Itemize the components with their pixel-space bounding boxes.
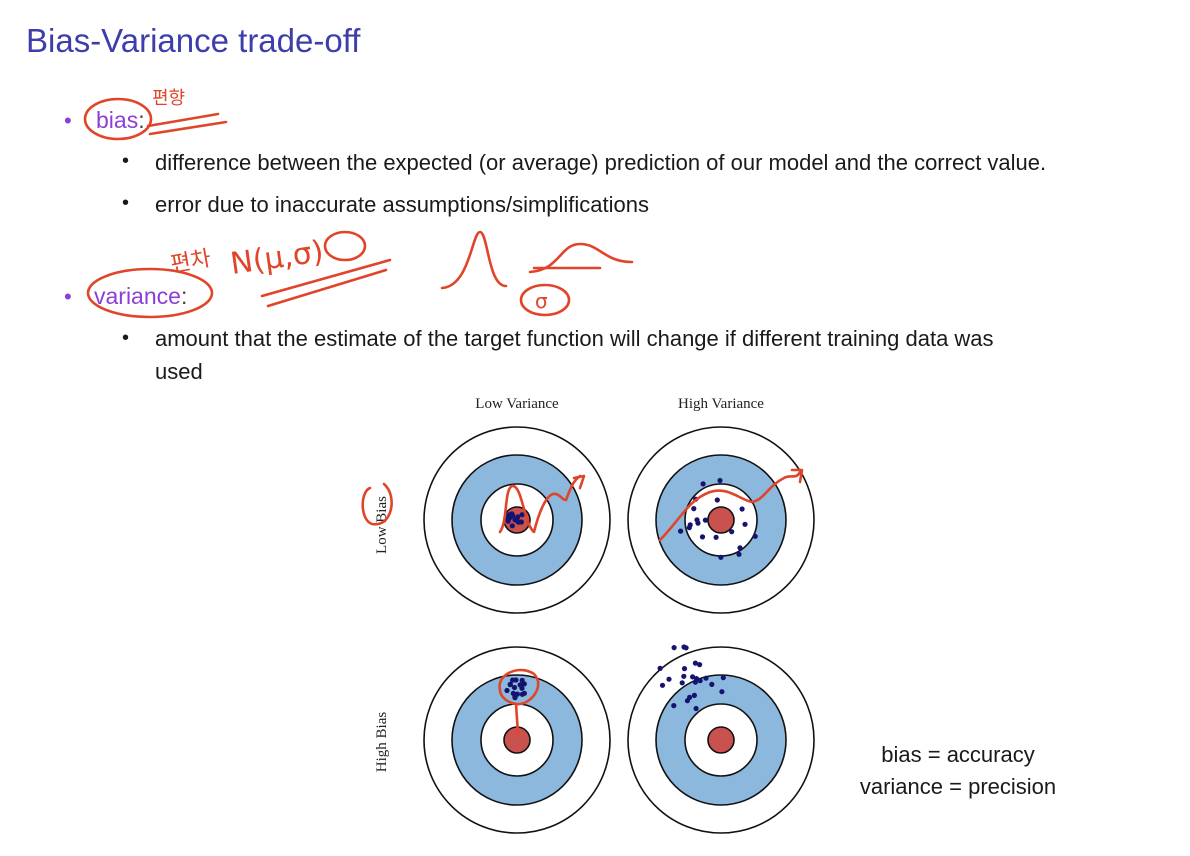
ink-circle-variance [86,267,214,319]
dot [691,692,698,699]
ink-wide-bell [528,242,634,274]
dot [739,506,745,512]
dot [515,514,521,520]
dot [697,662,703,668]
dot [736,551,742,557]
target-grid [423,426,815,834]
dot [517,682,523,688]
bullseye-center [707,726,735,754]
dot [700,481,706,487]
dot [693,705,699,712]
dot [671,703,677,709]
target-high-bias-high-variance [627,646,815,834]
dot [720,675,726,681]
ink-sigma: σ [535,289,548,313]
dot [678,528,684,534]
dot [737,545,743,551]
dot [505,518,511,524]
dot [742,521,748,527]
col-label-low-variance: Low Variance [475,396,559,412]
dot [683,645,689,651]
dot [692,660,699,666]
dot [519,691,525,697]
ink-circle-high-bias [498,668,540,736]
ink-note-variance: 편차 [169,246,213,278]
dot [691,506,697,512]
row-label-low-bias: Low Bias [374,496,390,554]
ink-formula: N(μ,σ) [228,234,325,282]
ink-narrow-bell [440,230,508,290]
dot [687,694,693,701]
dot-clusters [504,477,758,712]
summary-variance-precision: variance = precision [859,774,1057,799]
dot [718,554,724,560]
bias-error-note: error due to inaccurate assumptions/simp… [155,192,650,217]
variance-term: variance: [94,283,188,309]
dot [697,678,703,684]
bullet-dot: • [122,192,130,214]
dot [690,674,696,680]
slide-title: Bias-Variance trade-off [26,22,361,59]
dot [509,511,515,517]
dot [659,682,666,688]
bullet-dot: • [64,108,72,133]
dot [679,680,685,686]
dot [713,534,719,540]
dot [681,673,687,679]
dot [694,517,700,523]
dot [666,676,672,682]
ink-underline-bias [146,112,228,136]
variance-definition: amount that the estimate of the target f… [155,326,994,384]
dot [687,522,693,528]
dot [719,689,725,695]
dot [504,687,510,694]
dot [509,523,515,529]
ink-circle-low-bias [361,482,393,526]
ink-curve-high-variance [658,468,804,542]
dot [511,684,518,691]
dot [509,677,516,683]
ink-circle-sigma [323,230,367,262]
dot [714,497,720,503]
dot [657,665,663,672]
dot [703,675,709,681]
target-low-bias-high-variance [627,426,815,614]
ink-curve-low-variance [498,474,586,534]
dot [699,534,706,540]
ink-circle-bias [83,97,153,141]
ink-note-bias: 편향 [152,88,185,109]
target-high-bias-low-variance [423,646,611,834]
dot [752,533,758,539]
summary-bias-accuracy: bias = accuracy [881,742,1035,767]
dot [709,681,715,688]
dot [729,529,735,535]
bullseye-center [707,506,735,534]
dot [519,512,525,518]
ink-underline-variance [260,258,392,308]
bias-definition: difference between the expected (or aver… [155,150,1047,175]
dot [512,695,518,701]
dot [717,477,723,484]
dot [671,645,677,651]
dot [510,690,516,697]
dot [521,681,527,687]
bullet-dot: • [122,150,130,172]
ink-annotations: 편향 편차 N(μ,σ) σ [83,88,804,736]
ink-circle-sigma-2 [519,283,571,317]
dot [507,681,513,688]
col-label-high-variance: High Variance [678,396,764,412]
row-label-high-bias: High Bias [374,712,390,773]
bullet-dot: • [122,327,130,349]
dot [515,519,522,525]
dot [702,517,709,523]
dot [681,666,688,672]
bullet-dot: • [64,284,72,309]
bias-term: bias: [96,107,145,133]
